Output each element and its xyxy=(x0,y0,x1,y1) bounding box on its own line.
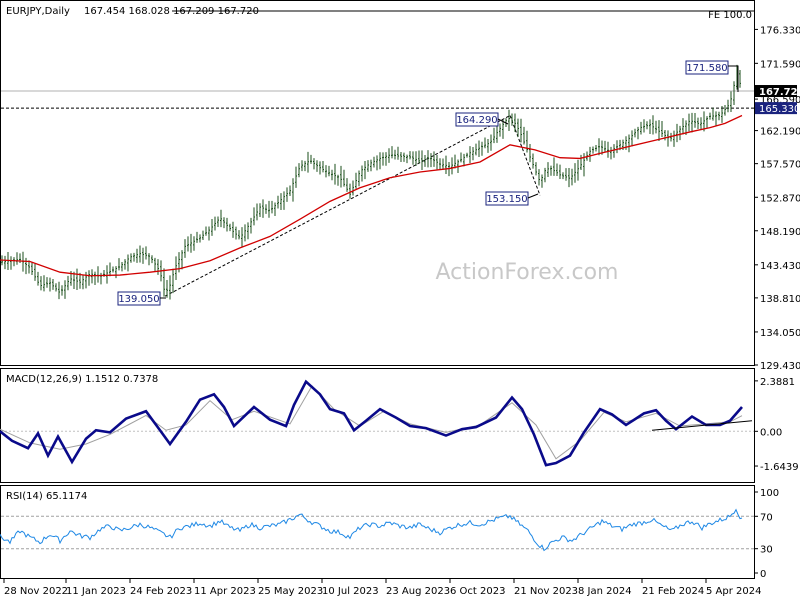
x-tick-label: 24 Feb 2023 xyxy=(130,586,192,597)
rsi-line xyxy=(0,508,743,552)
y-tick-label: 162.190 xyxy=(760,127,800,138)
moving-average-line xyxy=(0,114,743,277)
macd-layer xyxy=(0,379,754,467)
y-tick-label: 165.330 xyxy=(759,104,800,115)
x-tick-label: 11 Apr 2023 xyxy=(194,586,256,597)
rsi-y-tick-label: 30 xyxy=(760,545,773,556)
last-price-marker xyxy=(755,85,797,98)
price-ohlc: 167.454 168.028 167.209 167.720 xyxy=(84,6,259,17)
macd-title: MACD(12,26,9) 1.1512 0.7378 xyxy=(6,374,158,385)
y-tick-label: 143.430 xyxy=(760,261,800,272)
y-tick-label: 152.870 xyxy=(760,193,800,204)
trendline-1 xyxy=(509,115,541,196)
price-panel xyxy=(0,0,755,366)
x-tick-label: 28 Nov 2022 xyxy=(4,586,68,597)
rsi-title: RSI(14) 65.1174 xyxy=(6,491,87,502)
level-marker xyxy=(755,102,797,115)
x-tick-label: 23 Aug 2023 xyxy=(386,586,450,597)
annotation-box xyxy=(485,191,529,206)
macd-y-tick-label: 2.3881 xyxy=(760,377,795,388)
x-tick-label: 25 May 2023 xyxy=(258,586,323,597)
x-tick-label: 11 Jan 2023 xyxy=(66,586,126,597)
y-tick-label: 166.590 xyxy=(760,95,800,106)
y-tick-label: 148.190 xyxy=(760,227,800,238)
price-layer: 171.580 164.290 153.150 139.050 xyxy=(0,10,754,306)
x-tick-label: 8 Jan 2024 xyxy=(578,586,632,597)
y-tick-label: 129.430 xyxy=(760,361,800,372)
x-tick-label: 5 Apr 2024 xyxy=(706,586,761,597)
y-tick-label: 167.720 xyxy=(759,87,800,98)
annotation-connector xyxy=(497,118,509,125)
x-tick-label: 10 Jul 2023 xyxy=(322,586,379,597)
annotation-label: 153.150 xyxy=(486,194,527,205)
annotation-connector xyxy=(728,65,739,92)
y-tick-label: 134.050 xyxy=(760,328,800,339)
annotation-label: 139.050 xyxy=(118,294,159,305)
macd-y-tick-label: -1.6439 xyxy=(760,462,799,473)
macd-trendline xyxy=(651,420,753,431)
macd-axis: 2.3881 0.00 -1.6439 xyxy=(754,377,799,473)
rsi-y-tick-label: 100 xyxy=(760,488,779,499)
fe-label: FE 100.0 xyxy=(708,10,752,21)
x-tick-label: 6 Oct 2023 xyxy=(450,586,505,597)
watermark: ActionForex.com xyxy=(436,260,619,285)
macd-line xyxy=(0,379,743,467)
y-tick-label: 157.570 xyxy=(760,160,800,171)
rsi-axis: 100 70 30 0 xyxy=(754,488,779,580)
rsi-panel xyxy=(0,485,755,579)
rsi-layer xyxy=(0,508,754,552)
price-title: EURJPY,Daily xyxy=(6,6,70,17)
annotation-connector xyxy=(527,193,539,199)
ohlc-bars xyxy=(1,64,741,300)
x-tick-label: 21 Feb 2024 xyxy=(642,586,704,597)
annotation-box xyxy=(685,60,729,75)
y-tick-label: 138.810 xyxy=(760,294,800,305)
annotation-label: 164.290 xyxy=(456,115,497,126)
rsi-y-tick-label: 70 xyxy=(760,512,773,523)
rsi-y-tick-label: 0 xyxy=(760,569,766,580)
macd-panel xyxy=(0,368,755,483)
annotation-label: 171.580 xyxy=(686,63,727,74)
y-tick-label: 171.590 xyxy=(760,59,800,70)
x-tick-label: 21 Nov 2023 xyxy=(514,586,578,597)
macd-y-tick-label: 0.00 xyxy=(760,427,782,438)
y-tick-label: 176.330 xyxy=(760,25,800,36)
